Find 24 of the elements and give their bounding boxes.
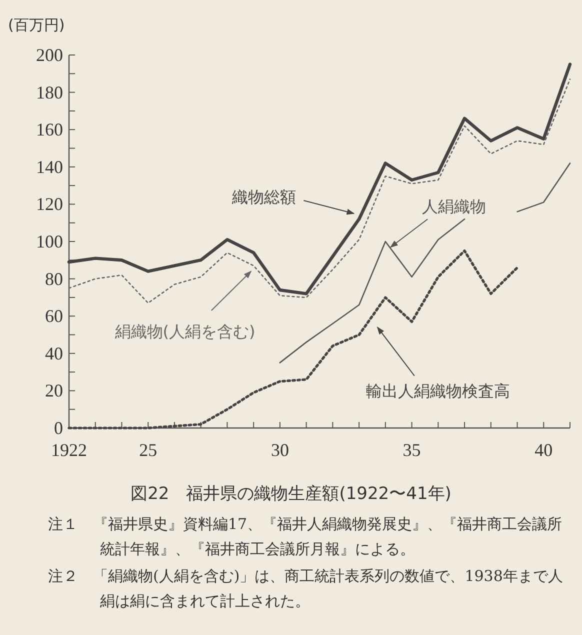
y-tick-label: 60 <box>45 306 63 326</box>
text: 絹織物(人絹を含む) <box>114 322 256 342</box>
x-tick-label: 30 <box>270 440 289 460</box>
text: 輸出人絹織物検査高 <box>366 382 510 401</box>
text: 注１ 『福井県史』資料編17、『福井人絹織物発展史』、『福井商工会議所統計年報』、『福井商工会議所月報』による。 <box>48 514 564 560</box>
x-tick-label: 35 <box>402 440 421 460</box>
y-tick-label: 180 <box>36 82 63 102</box>
text: 注２ 「絹織物(人絹を含む)」は、商工統計表系列の数値で、1938年まで人絹は絹に含まれて計上された。 <box>48 566 564 612</box>
y-tick-label: 80 <box>45 268 63 289</box>
text: 図22 福井県の織物生産額(1922〜41年) <box>130 483 452 505</box>
y-tick-label: 120 <box>36 194 63 214</box>
y-tick-label: 160 <box>36 120 63 140</box>
y-tick-label: 100 <box>36 232 63 252</box>
y-tick-label: 20 <box>45 380 63 401</box>
y-tick-label: 200 <box>36 45 63 65</box>
y-tick-label: 0 <box>54 418 63 438</box>
y-tick-label: 140 <box>36 156 63 177</box>
legend-label: 織物総額 <box>231 188 296 207</box>
y-axis-title: (百万円) <box>8 16 65 34</box>
y-tick-label: 40 <box>45 343 63 364</box>
x-tick-label: 25 <box>139 440 158 460</box>
x-tick-label: 40 <box>534 440 553 460</box>
series-label: 人絹織物 <box>422 197 486 216</box>
x-tick-label: 1922 <box>51 440 87 460</box>
